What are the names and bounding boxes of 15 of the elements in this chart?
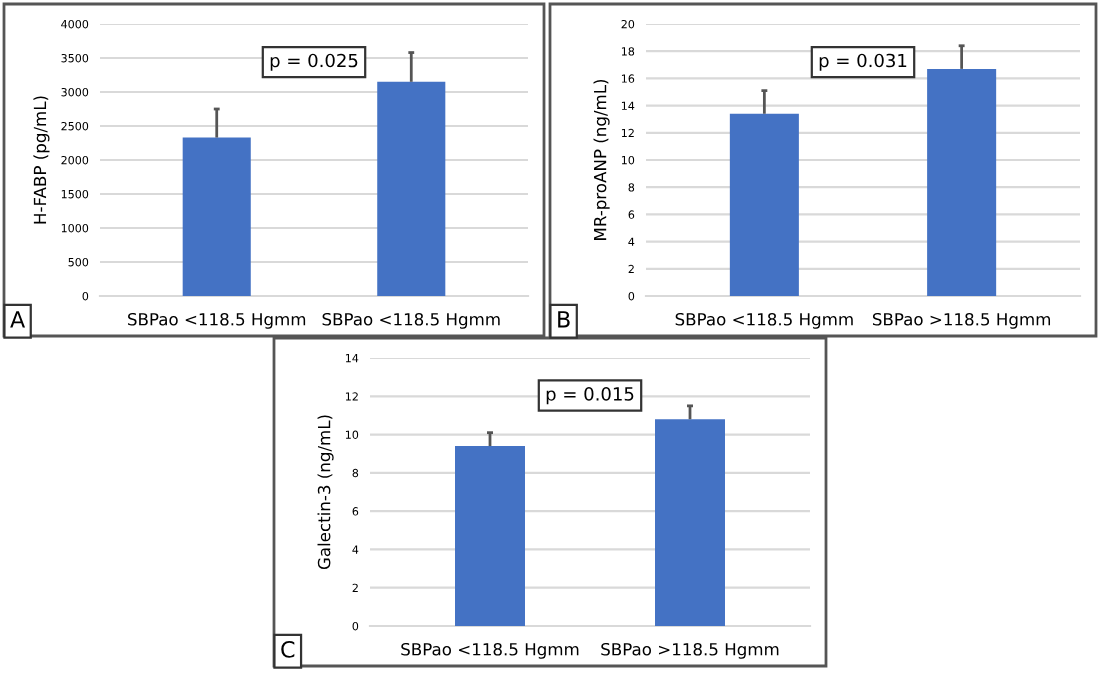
text: B (558, 311, 570, 328)
x-tick-label: SBPao >118.5 Hgmm (872, 312, 1051, 329)
x-tick-label: SBPao <118.5 Hgmm (128, 312, 306, 329)
x-tick-label: SBPao <118.5 Hgmm (675, 312, 853, 329)
text: A (10, 311, 26, 328)
x-tick-label: SBPao <118.5 Hgmm (401, 642, 579, 659)
text: C (281, 640, 295, 658)
x-tick-label: SBPao >118.5 Hgmm (601, 642, 779, 659)
y-axis-title: H-FABP (pg/mL) (33, 96, 50, 224)
y-axis-title: MR-proANP (ng/mL) (593, 79, 610, 240)
y-axis-title: Galectin-3 (ng/mL) (317, 415, 334, 570)
annotation: p = 0.015 (546, 387, 634, 405)
x-tick-label: SBPao <118.5 Hgmm (322, 312, 500, 329)
annotation: p = 0.025 (270, 53, 358, 71)
annotation: p = 0.031 (819, 53, 907, 71)
